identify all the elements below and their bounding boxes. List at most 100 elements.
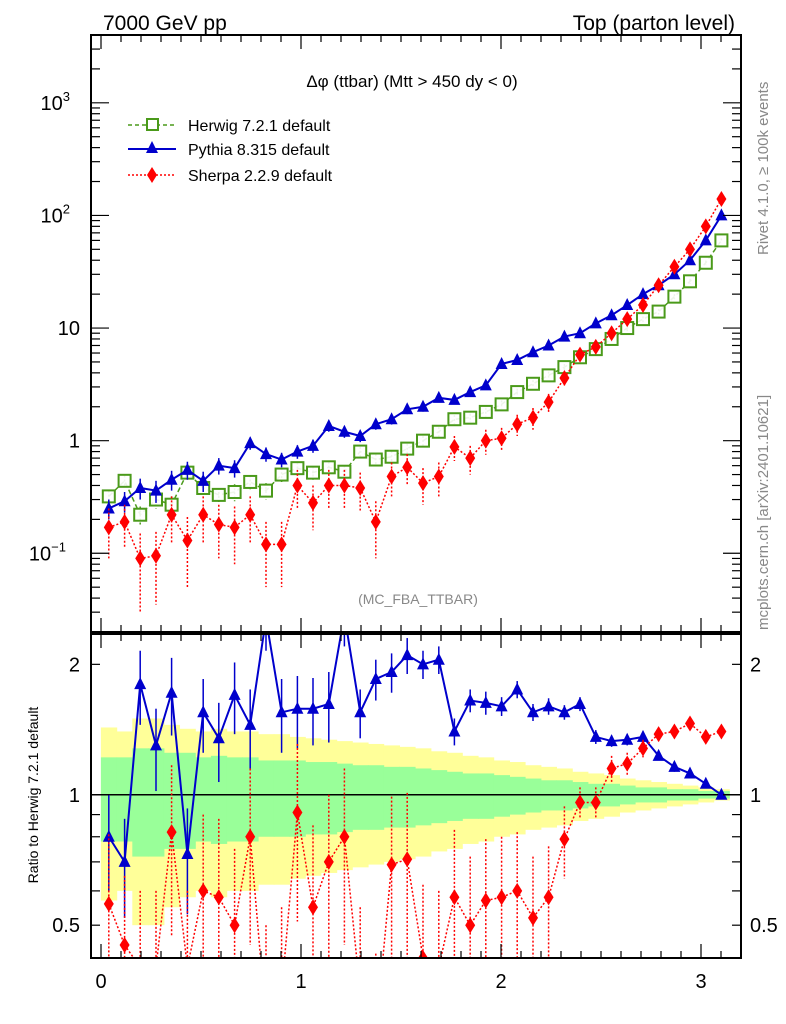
pythia-point	[417, 657, 429, 670]
herwig-point	[683, 274, 697, 289]
pythia-point	[401, 402, 414, 415]
sherpa-point	[229, 917, 240, 934]
pythia-point	[165, 472, 178, 485]
pythia-point	[197, 705, 210, 718]
sherpa-point	[685, 715, 695, 732]
herwig-point	[541, 368, 556, 383]
band-1sigma-bin	[242, 757, 259, 842]
band-1sigma-bin	[195, 757, 212, 842]
band-1sigma-bin	[493, 775, 510, 817]
sherpa-point	[669, 723, 680, 740]
herwig-point	[463, 410, 478, 425]
header-right: Top (parton level)	[573, 12, 735, 35]
rivet-label: Rivet 4.1.0, ≥ 100k events	[755, 82, 772, 255]
herwig-point	[306, 465, 320, 480]
pythia-point	[291, 444, 304, 457]
sherpa-point	[386, 856, 397, 873]
y-tick-label: 1	[69, 785, 80, 807]
sherpa-point	[700, 218, 711, 235]
pythia-point	[322, 696, 335, 709]
sherpa-point	[292, 477, 303, 494]
sherpa-point	[308, 899, 318, 916]
band-1sigma-bin	[289, 760, 306, 837]
pythia-point	[165, 685, 178, 698]
herwig-point	[667, 289, 682, 304]
herwig-point	[651, 304, 666, 319]
sherpa-point	[638, 740, 648, 757]
pythia-point	[574, 696, 586, 709]
pythia-point	[401, 648, 414, 661]
sherpa-point	[606, 325, 617, 342]
pythia-point	[715, 787, 728, 800]
y-tick-label: 2	[69, 654, 80, 676]
sherpa-point	[653, 277, 664, 294]
sherpa-line	[108, 198, 723, 560]
header-left: 7000 GeV pp	[103, 12, 227, 35]
pythia-point	[684, 253, 696, 266]
legend-item-pythia: Pythia 8.315 default	[128, 141, 330, 159]
pythia-point	[181, 846, 194, 859]
herwig-point	[211, 487, 226, 502]
sherpa-point	[638, 297, 648, 314]
y-tick-label: 0.5	[52, 915, 80, 937]
pythia-point	[511, 353, 524, 366]
sherpa-point	[182, 959, 192, 975]
sherpa-point	[402, 459, 413, 476]
sherpa-point	[339, 477, 350, 494]
sherpa-point	[716, 723, 727, 740]
band-1sigma-bin	[430, 770, 448, 824]
sherpa-line	[108, 722, 722, 958]
sherpa-point	[339, 828, 350, 845]
pythia-point	[605, 308, 618, 321]
plot-title: Δφ (ttbar) (Mtt > 450 dy < 0)	[306, 72, 517, 91]
ratio-panel: 2 2 1 1 0.5 0.5 0 1 2 3	[52, 633, 778, 993]
y-tick-label-right: 1	[750, 785, 761, 807]
y-tick-label: 102	[41, 201, 70, 227]
herwig-point	[431, 424, 446, 439]
x-tick-label: 3	[695, 971, 706, 993]
pythia-point	[150, 738, 162, 751]
ratio-ylabel: Ratio to Herwig 7.2.1 default	[25, 707, 41, 884]
band-1sigma-bin	[258, 760, 275, 837]
herwig-point	[400, 441, 415, 456]
pythia-point	[275, 705, 288, 718]
band-1sigma-bin	[210, 755, 228, 844]
pythia-point	[652, 748, 665, 761]
sherpa-point	[622, 311, 633, 328]
pythia-point	[212, 458, 225, 471]
sherpa-point	[229, 519, 240, 536]
pythia-point	[432, 390, 445, 403]
sherpa-point	[559, 370, 570, 387]
pythia-point	[244, 436, 257, 449]
sherpa-point	[465, 917, 476, 934]
pythia-point	[699, 233, 712, 246]
legend-label-pythia: Pythia 8.315 default	[188, 142, 330, 159]
pythia-line	[107, 634, 722, 865]
band-1sigma-bin	[320, 762, 338, 835]
pythia-point	[511, 682, 524, 695]
y-tick-label-right: 0.5	[750, 915, 778, 937]
pythia-point	[527, 705, 539, 718]
herwig-line	[108, 239, 723, 516]
pythia-point	[134, 480, 147, 493]
sherpa-point	[559, 831, 570, 848]
sherpa-point	[261, 536, 271, 553]
plot-area	[101, 190, 729, 613]
herwig-point	[526, 376, 540, 391]
pythia-point	[369, 672, 382, 685]
pythia-point	[605, 734, 618, 747]
legend-label-sherpa: Sherpa 2.2.9 default	[188, 168, 333, 185]
y-tick-label: 103	[41, 89, 70, 115]
band-1sigma-bin	[148, 748, 165, 857]
sherpa-point	[119, 513, 130, 530]
pythia-point	[244, 717, 257, 730]
y-tick-label: 10	[58, 318, 80, 340]
pythia-point	[448, 392, 461, 405]
sherpa-point	[480, 892, 491, 909]
sherpa-point	[151, 547, 161, 564]
sherpa-point	[449, 438, 460, 455]
sherpa-point	[528, 909, 538, 926]
herwig-point	[636, 312, 650, 327]
sherpa-point	[575, 794, 585, 811]
sherpa-point	[685, 241, 695, 258]
